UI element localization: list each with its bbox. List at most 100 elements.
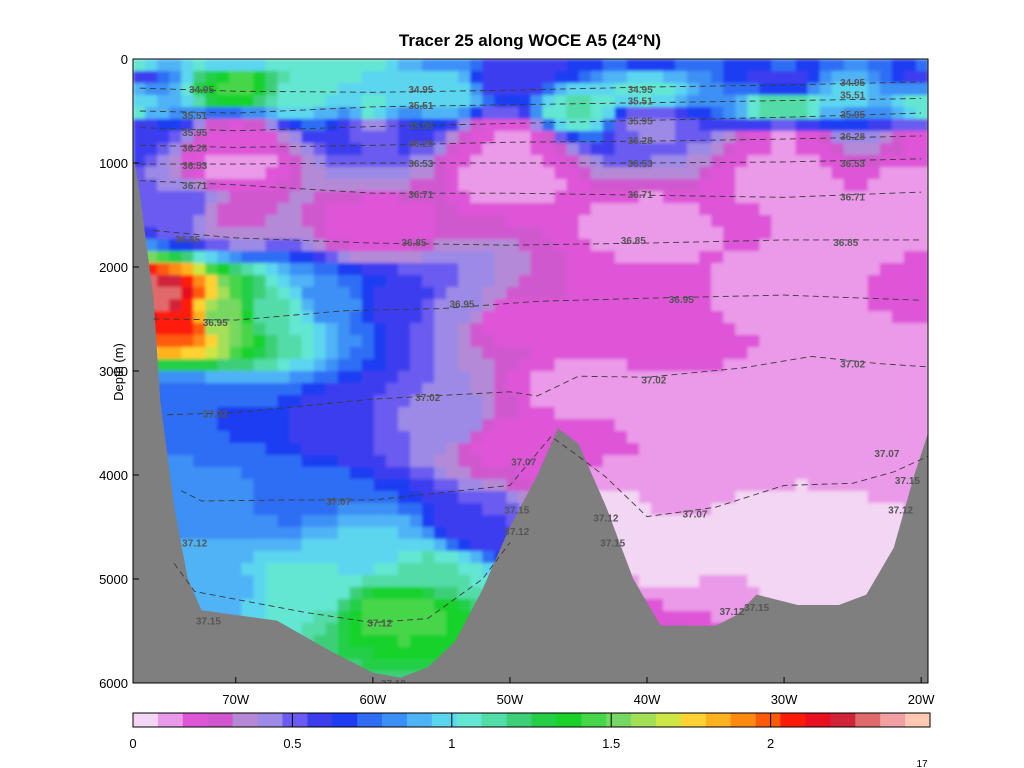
field-cell xyxy=(361,239,375,252)
field-cell xyxy=(145,95,158,108)
field-cell xyxy=(915,287,928,300)
field-cell xyxy=(217,431,231,444)
field-cell xyxy=(205,323,219,336)
field-cell xyxy=(771,335,785,348)
field-cell xyxy=(795,227,809,240)
field-cell xyxy=(458,491,472,504)
field-cell xyxy=(638,515,652,528)
field-cell xyxy=(385,599,399,612)
field-cell xyxy=(819,563,833,576)
field-cell xyxy=(470,443,484,456)
field-cell xyxy=(410,383,423,396)
field-cell xyxy=(711,431,725,444)
field-cell xyxy=(253,551,267,564)
field-cell xyxy=(325,191,339,204)
field-cell xyxy=(867,503,881,516)
field-cell xyxy=(747,191,761,204)
field-cell xyxy=(325,623,339,636)
field-cell xyxy=(807,107,821,120)
field-cell xyxy=(241,419,255,432)
field-cell xyxy=(578,371,592,384)
field-cell xyxy=(325,311,339,324)
field-cell xyxy=(614,155,628,168)
field-cell xyxy=(506,443,520,456)
field-cell xyxy=(205,575,219,588)
field-cell xyxy=(626,215,640,228)
field-cell xyxy=(181,395,195,408)
field-cell xyxy=(723,335,737,348)
field-cell xyxy=(434,215,447,228)
contour-line xyxy=(153,230,922,246)
field-cell xyxy=(422,131,435,144)
field-cell xyxy=(759,263,773,276)
colorbar-swatch xyxy=(382,713,408,727)
field-cell xyxy=(157,263,170,276)
field-cell xyxy=(470,131,484,144)
field-cell xyxy=(506,227,520,240)
field-cell xyxy=(385,203,399,216)
field-cell xyxy=(337,119,351,132)
field-cell xyxy=(289,323,303,336)
field-cell xyxy=(301,215,315,228)
field-cell xyxy=(518,419,532,432)
field-cell xyxy=(819,455,833,468)
field-cell xyxy=(735,203,749,216)
field-cell xyxy=(169,419,182,432)
field-cell xyxy=(313,575,327,588)
field-cell xyxy=(867,395,881,408)
field-cell xyxy=(687,611,700,624)
field-cell xyxy=(241,335,255,348)
field-cell xyxy=(470,227,484,240)
field-cell xyxy=(410,515,423,528)
field-cell xyxy=(915,251,928,264)
field-cell xyxy=(518,71,532,84)
field-cell xyxy=(578,299,592,312)
field-cell xyxy=(410,263,423,276)
field-cell xyxy=(482,155,496,168)
field-cell xyxy=(602,443,616,456)
field-cell xyxy=(446,491,460,504)
field-cell xyxy=(398,371,411,384)
field-cell xyxy=(446,107,460,120)
field-cell xyxy=(723,491,737,504)
field-cell xyxy=(879,263,893,276)
field-cell xyxy=(518,119,532,132)
field-cell xyxy=(867,191,881,204)
field-cell xyxy=(446,179,460,192)
field-cell xyxy=(699,563,712,576)
field-cell xyxy=(566,251,580,264)
field-cell xyxy=(843,371,857,384)
field-cell xyxy=(446,479,460,492)
field-cell xyxy=(385,479,399,492)
field-cell xyxy=(482,515,496,528)
field-cell xyxy=(711,395,725,408)
field-cell xyxy=(795,119,809,132)
colorbar-swatch xyxy=(631,713,657,727)
field-cell xyxy=(422,539,435,552)
field-cell xyxy=(422,347,435,360)
field-cell xyxy=(843,527,857,540)
field-cell xyxy=(915,359,928,372)
field-cell xyxy=(349,323,363,336)
field-cell xyxy=(169,431,182,444)
field-cell xyxy=(289,527,303,540)
field-cell xyxy=(626,395,640,408)
field-cell xyxy=(783,119,797,132)
field-cell xyxy=(385,611,399,624)
field-cell xyxy=(843,575,857,588)
field-cell xyxy=(675,83,688,96)
field-cell xyxy=(687,299,700,312)
field-cell xyxy=(373,191,387,204)
field-cell xyxy=(566,299,580,312)
field-cell xyxy=(446,287,460,300)
field-cell xyxy=(361,467,375,480)
field-cell xyxy=(349,119,363,132)
field-cell xyxy=(205,191,219,204)
field-cell xyxy=(771,551,785,564)
y-axis-label: Depth (m) xyxy=(111,343,126,401)
field-cell xyxy=(638,239,652,252)
field-cell xyxy=(181,251,195,264)
field-cell xyxy=(650,155,664,168)
field-cell xyxy=(663,479,676,492)
field-cell xyxy=(614,203,628,216)
